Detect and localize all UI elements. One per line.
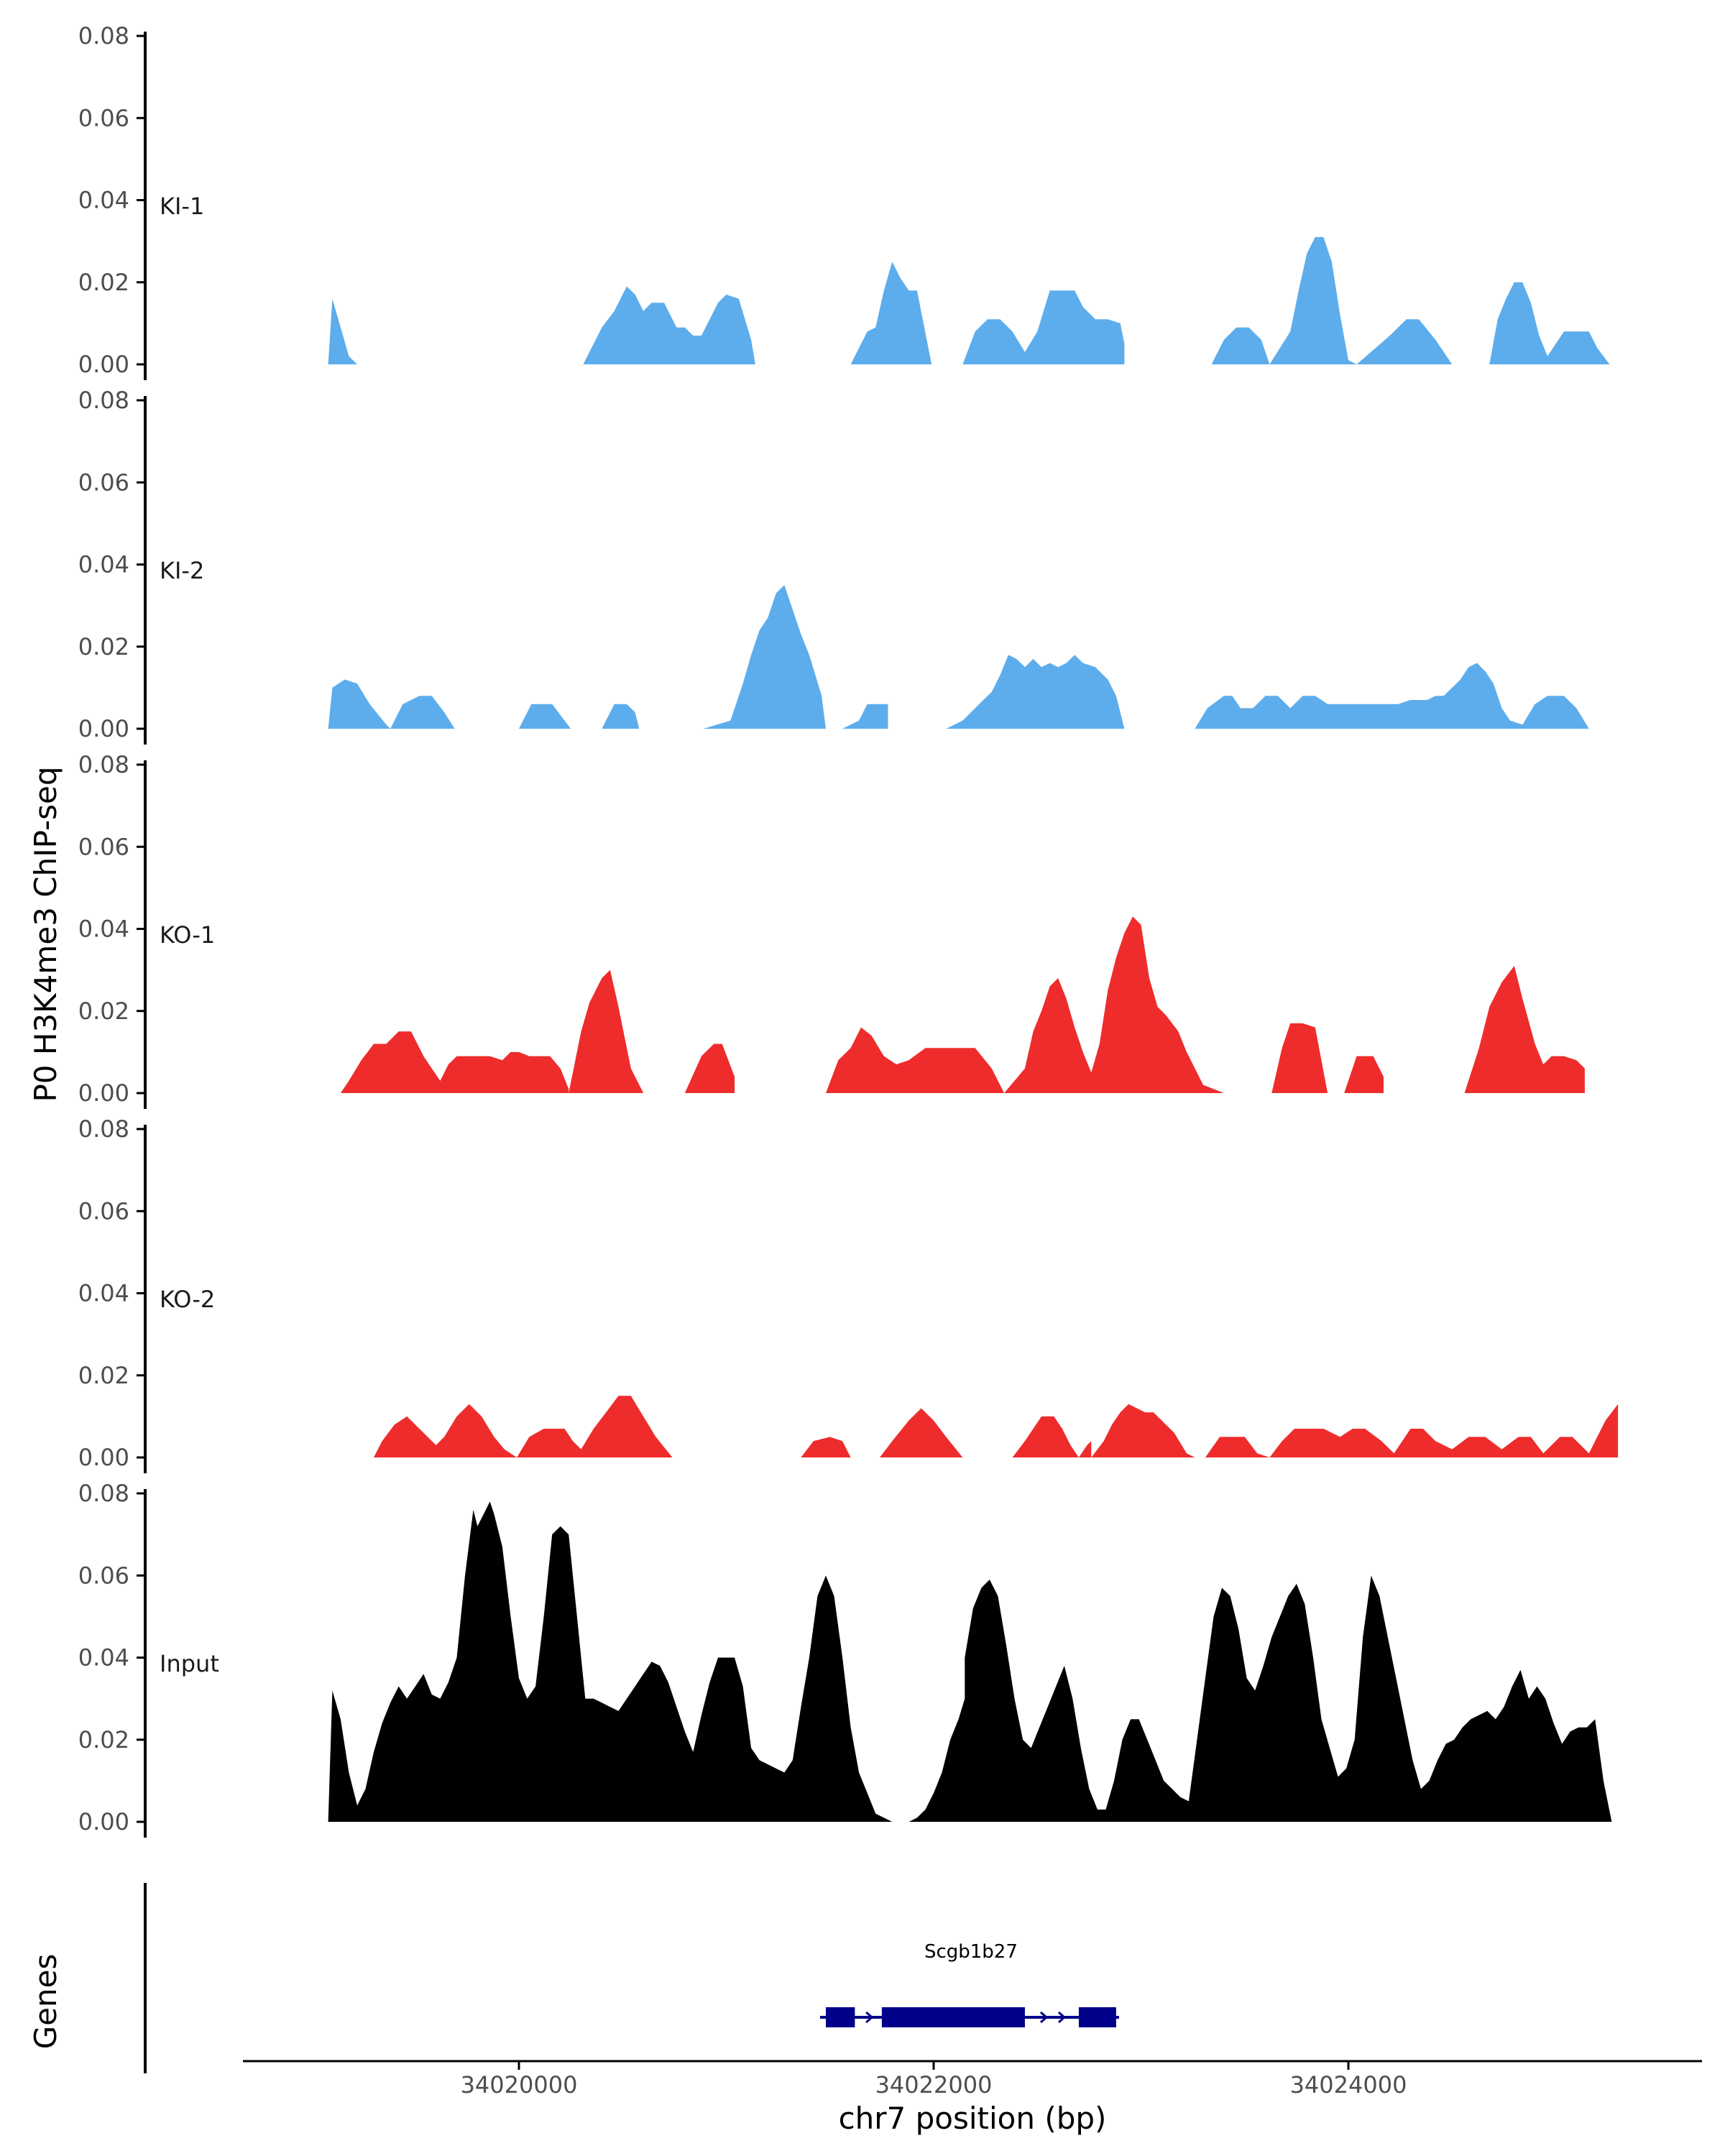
track-ki-2: 0.00 0.02 0.04 0.06 0.08 KI-2	[78, 387, 1589, 745]
strand-arrow	[1057, 2011, 1067, 2024]
y-tick-label-ki-2: 0.08	[78, 387, 129, 414]
x-tick-label: 34020000	[461, 2071, 578, 2099]
y-tick-label-input: 0.04	[78, 1644, 129, 1672]
track-label-input: Input	[160, 1650, 219, 1677]
genes-track-label: Genes	[28, 1954, 63, 2050]
y-tick-label-ki-2: 0.06	[78, 469, 129, 496]
coverage-area-ki-2	[328, 585, 1589, 729]
coverage-area-ko-2	[374, 1396, 1619, 1457]
y-tick-label-ki-2: 0.02	[78, 633, 129, 660]
track-ko-2: 0.00 0.02 0.04 0.06 0.08 KO-2	[78, 1115, 1619, 1473]
y-tick-label-ki-1: 0.08	[78, 22, 129, 50]
gene-track: Genes Scgb1b27	[28, 1883, 1119, 2073]
y-tick-label-ki-2: 0.00	[78, 715, 129, 742]
gene-exon	[825, 2007, 855, 2027]
track-ki-1: 0.00 0.02 0.04 0.06 0.08 KI-1	[78, 22, 1610, 380]
y-tick-label-ko-2: 0.02	[78, 1362, 129, 1389]
y-axis-title: P0 H3K4me3 ChIP-seq	[28, 766, 63, 1102]
y-tick-label-input: 0.00	[78, 1808, 129, 1835]
gene-name-label: Scgb1b27	[924, 1941, 1018, 1963]
strand-arrow	[865, 2011, 874, 2024]
y-tick-label-ki-1: 0.00	[78, 351, 129, 378]
y-tick-label-ki-2: 0.04	[78, 551, 129, 579]
tracks-layer: 0.00 0.02 0.04 0.06 0.08 KI-1 0.00 0.02 0.04 0.06…	[78, 22, 1619, 1838]
track-label-ko-1: KO-1	[160, 921, 215, 949]
coverage-area-input	[328, 1501, 1612, 1822]
gene-model: Scgb1b27	[819, 1941, 1119, 2027]
x-axis: chr7 position (bp) 34020000 34022000 34024…	[243, 2060, 1702, 2136]
y-tick-label-ki-1: 0.02	[78, 269, 129, 296]
y-tick-label-ki-1: 0.06	[78, 104, 129, 132]
y-tick-label-input: 0.06	[78, 1562, 129, 1589]
y-tick-label-ko-1: 0.02	[78, 998, 129, 1025]
y-tick-label-ko-2: 0.06	[78, 1197, 129, 1225]
y-tick-label-ko-2: 0.04	[78, 1280, 129, 1307]
y-tick-label-ko-1: 0.08	[78, 751, 129, 778]
track-label-ki-1: KI-1	[160, 193, 204, 220]
y-tick-label-ki-1: 0.04	[78, 187, 129, 214]
x-axis-title: chr7 position (bp)	[839, 2101, 1107, 2136]
coverage-area-ki-1	[328, 236, 1610, 364]
x-tick-label: 34024000	[1290, 2071, 1407, 2099]
track-ko-1: 0.00 0.02 0.04 0.06 0.08 KO-1	[78, 751, 1585, 1109]
x-tick-label: 34022000	[875, 2071, 993, 2099]
coverage-area-ko-1	[340, 916, 1585, 1093]
y-tick-label-input: 0.08	[78, 1480, 129, 1507]
strand-arrow	[1039, 2011, 1049, 2024]
gene-exon	[1078, 2007, 1116, 2027]
track-label-ki-2: KI-2	[160, 557, 204, 584]
track-label-ko-2: KO-2	[160, 1286, 215, 1313]
y-tick-label-input: 0.02	[78, 1726, 129, 1754]
y-tick-label-ko-1: 0.04	[78, 916, 129, 943]
y-tick-label-ko-2: 0.00	[78, 1444, 129, 1471]
track-input: 0.00 0.02 0.04 0.06 0.08 Input	[78, 1480, 1612, 1838]
y-tick-label-ko-1: 0.00	[78, 1079, 129, 1107]
gene-exon	[881, 2007, 1025, 2027]
y-tick-label-ko-2: 0.08	[78, 1115, 129, 1143]
y-tick-label-ko-1: 0.06	[78, 833, 129, 860]
